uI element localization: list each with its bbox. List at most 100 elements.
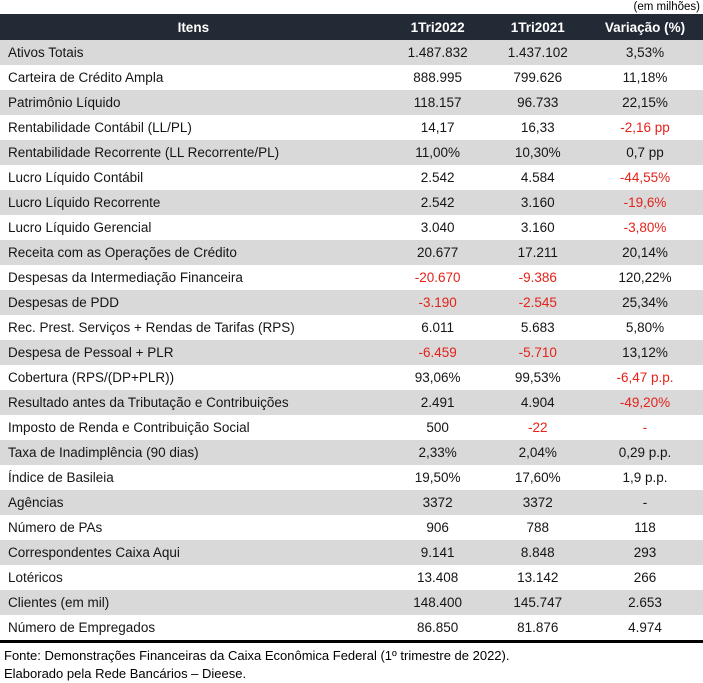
- table-row: Carteira de Crédito Ampla 888.995 799.62…: [0, 65, 703, 90]
- row-1tri2021-value: 5.683: [520, 320, 555, 335]
- row-variation-value: 1,9 p.p.: [622, 470, 668, 485]
- table-row: Número de PAs 906 788 118: [0, 515, 703, 540]
- row-item-label: Imposto de Renda e Contribuição Social: [8, 420, 250, 435]
- row-variation-value: 0,7 pp: [626, 145, 664, 160]
- row-1tri2022-value: 86.850: [416, 620, 459, 635]
- financial-indicators-table: Itens 1Tri2022 1Tri2021 Variação (%) Ati…: [0, 14, 703, 640]
- table-row: Rentabilidade Contábil (LL/PL) 14,17 16,…: [0, 115, 703, 140]
- row-variation-value: -19,6%: [623, 195, 667, 210]
- table-row: Despesa de Pessoal + PLR -6.459 -5.710 1…: [0, 340, 703, 365]
- row-1tri2021-value: 99,53%: [514, 370, 561, 385]
- row-1tri2022-value: -6.459: [418, 345, 457, 360]
- row-variation-value: 25,34%: [622, 295, 668, 310]
- row-variation-value: 3,53%: [625, 45, 665, 60]
- table-row: Lotéricos 13.408 13.142 266: [0, 565, 703, 590]
- row-variation-value: 13,12%: [622, 345, 668, 360]
- row-item-label: Lotéricos: [8, 570, 63, 585]
- table-row: Imposto de Renda e Contribuição Social 5…: [0, 415, 703, 440]
- row-1tri2022-value: 19,50%: [414, 470, 461, 485]
- row-1tri2022-value: 2,33%: [418, 445, 457, 460]
- column-header-1tri2022: 1Tri2022: [386, 14, 489, 40]
- row-1tri2022-value: 9.141: [420, 545, 455, 560]
- row-1tri2021-value: 1.437.102: [507, 45, 568, 60]
- row-1tri2021-value: 3.160: [520, 195, 555, 210]
- row-1tri2022-value: 6.011: [421, 320, 454, 335]
- row-variation-value: 20,14%: [622, 245, 668, 260]
- row-1tri2022-value: 2.491: [420, 395, 455, 410]
- table-row: Agências 3372 3372 -: [0, 490, 703, 515]
- row-variation-value: 120,22%: [618, 270, 672, 285]
- elaboration-note: Elaborado pela Rede Bancários – Dieese.: [4, 666, 247, 681]
- row-1tri2022-value: 2.542: [420, 170, 455, 185]
- row-item-label: Lucro Líquido Recorrente: [8, 195, 161, 210]
- row-1tri2021-value: 3.160: [520, 220, 555, 235]
- row-1tri2021-value: 10,30%: [514, 145, 561, 160]
- row-1tri2022-value: 13.408: [416, 570, 459, 585]
- row-item-label: Patrimônio Líquido: [8, 95, 121, 110]
- row-1tri2021-value: 2,04%: [518, 445, 557, 460]
- row-1tri2022-value: 3.040: [420, 220, 455, 235]
- column-header-variacao: Variação (%): [586, 14, 703, 40]
- row-variation-value: 2.653: [628, 595, 662, 610]
- row-1tri2021-value: 4.584: [520, 170, 555, 185]
- row-variation-value: -: [642, 495, 648, 510]
- row-item-label: Despesas de PDD: [8, 295, 120, 310]
- row-variation-value: -49,20%: [619, 395, 671, 410]
- row-1tri2022-value: 148.400: [413, 595, 463, 610]
- row-item-label: Correspondentes Caixa Aqui: [8, 545, 180, 560]
- row-1tri2021-value: 17.211: [517, 245, 558, 260]
- row-1tri2022-value: -20.670: [414, 270, 461, 285]
- row-variation-value: 4.974: [628, 620, 662, 635]
- row-1tri2022-value: 3372: [422, 495, 453, 510]
- row-variation-value: -: [642, 420, 648, 435]
- table-row: Resultado antes da Tributação e Contribu…: [0, 390, 703, 415]
- row-variation-value: 266: [633, 570, 657, 585]
- table-header-row: Itens 1Tri2022 1Tri2021 Variação (%): [0, 14, 703, 40]
- row-variation-value: 118: [634, 520, 656, 535]
- row-1tri2022-value: -3.190: [418, 295, 457, 310]
- row-1tri2022-value: 118.157: [413, 95, 462, 110]
- source-note: Fonte: Demonstrações Financeiras da Caix…: [4, 648, 510, 663]
- row-variation-value: 5,80%: [625, 320, 665, 335]
- row-item-label: Ativos Totais: [8, 45, 84, 60]
- table-row: Receita com as Operações de Crédito 20.6…: [0, 240, 703, 265]
- row-1tri2021-value: -5.710: [518, 345, 557, 360]
- table-body: Ativos Totais 1.487.832 1.437.102 3,53% …: [0, 40, 703, 640]
- row-item-label: Clientes (em mil): [8, 595, 110, 610]
- row-1tri2022-value: 906: [426, 520, 449, 535]
- row-1tri2021-value: 13.142: [517, 570, 559, 585]
- row-1tri2022-value: 20.677: [416, 245, 459, 260]
- row-1tri2022-value: 11,00%: [415, 145, 461, 160]
- row-1tri2021-value: -9.386: [518, 270, 557, 285]
- table-row: Correspondentes Caixa Aqui 9.141 8.848 2…: [0, 540, 703, 565]
- table-row: Despesas de PDD -3.190 -2.545 25,34%: [0, 290, 703, 315]
- row-1tri2021-value: 16,33: [520, 120, 555, 135]
- row-1tri2021-value: 96.733: [517, 95, 559, 110]
- table-row: Rec. Prest. Serviços + Rendas de Tarifas…: [0, 315, 703, 340]
- row-variation-value: 11,18%: [622, 70, 668, 85]
- row-item-label: Taxa de Inadimplência (90 dias): [8, 445, 199, 460]
- table-row: Lucro Líquido Contábil 2.542 4.584 -44,5…: [0, 165, 703, 190]
- row-item-label: Número de PAs: [8, 520, 103, 535]
- row-1tri2021-value: 8.848: [520, 545, 555, 560]
- table-row: Ativos Totais 1.487.832 1.437.102 3,53%: [0, 40, 703, 65]
- row-1tri2021-value: 788: [526, 520, 550, 535]
- row-1tri2022-value: 500: [426, 420, 449, 435]
- row-item-label: Carteira de Crédito Ampla: [8, 70, 164, 85]
- row-variation-value: -44,55%: [619, 170, 671, 185]
- row-1tri2022-value: 888.995: [413, 70, 463, 85]
- row-item-label: Lucro Líquido Contábil: [8, 170, 144, 185]
- row-1tri2021-value: 81.876: [517, 620, 559, 635]
- table-row: Lucro Líquido Gerencial 3.040 3.160 -3,8…: [0, 215, 703, 240]
- row-item-label: Rec. Prest. Serviços + Rendas de Tarifas…: [8, 320, 295, 335]
- row-1tri2021-value: 799.626: [513, 70, 563, 85]
- row-1tri2022-value: 1.487.832: [407, 45, 468, 60]
- row-item-label: Lucro Líquido Gerencial: [8, 220, 152, 235]
- row-item-label: Resultado antes da Tributação e Contribu…: [8, 395, 289, 410]
- units-note: (em milhões): [633, 1, 700, 13]
- row-variation-value: -3,80%: [623, 220, 667, 235]
- row-item-label: Índice de Basileia: [8, 470, 114, 485]
- table-row: Índice de Basileia 19,50% 17,60% 1,9 p.p…: [0, 465, 703, 490]
- row-variation-value: 22,15%: [622, 95, 668, 110]
- row-1tri2021-value: -2.545: [518, 295, 557, 310]
